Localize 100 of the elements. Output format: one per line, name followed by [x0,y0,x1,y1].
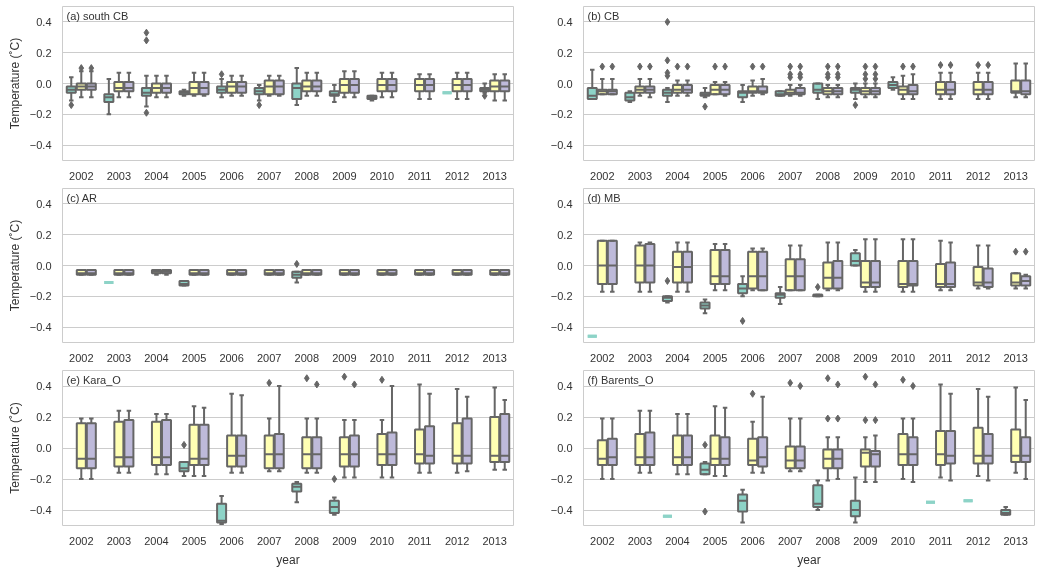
x-tick-label: 2003 [106,351,132,364]
y-tick-label: 0.2 [36,46,52,59]
x-tick-label: 2002 [69,534,94,547]
y-tick-label: −0.2 [29,108,52,121]
x-tick-label: 2008 [294,534,320,547]
y-tick-label: 0.2 [557,46,573,59]
y-tick-label: 0.2 [36,411,52,423]
x-tick-label: 2013 [482,169,507,182]
x-tick-label: 2010 [890,169,916,182]
y-tick-label: 0.0 [557,442,573,454]
y-tick-label: 0.4 [557,380,573,392]
y-tick-label: −0.2 [550,290,573,303]
y-axis-title: Temperature (˚C) [7,37,22,130]
x-tick-label: 2012 [444,169,470,182]
chart-title: (c) AR [66,191,98,204]
x-tick-label: 2012 [444,351,470,364]
x-tick-label: 2006 [740,534,765,547]
x-tick-label: 2004 [144,351,169,364]
y-tick-label: −0.4 [550,504,573,516]
x-tick-label: 2006 [740,169,765,182]
x-tick-label: 2011 [407,534,432,547]
x-tick-label: 2013 [1003,169,1028,182]
x-tick-label: 2002 [590,351,615,364]
y-tick-label: −0.2 [29,473,52,485]
x-tick-label: 2009 [332,351,357,364]
x-tick-label: 2005 [702,351,728,364]
y-tick-label: 0.4 [557,197,573,210]
x-tick-label: 2013 [482,534,507,547]
x-tick-label: 2009 [853,351,878,364]
y-tick-label: −0.4 [29,504,52,516]
y-tick-label: −0.4 [29,321,52,334]
x-tick-label: 2011 [407,169,432,182]
y-tick-label: −0.2 [550,108,573,121]
x-tick-label: 2007 [777,169,803,182]
chart-title: (f) Barents_O [587,374,654,386]
y-tick-label: 0.4 [36,380,52,392]
y-tick-label: 0.0 [36,442,52,454]
x-tick-label: 2007 [777,534,803,547]
y-tick-label: −0.4 [550,321,573,334]
x-axis-title: year [797,552,821,567]
x-tick-label: 2013 [1003,351,1028,364]
x-tick-label: 2006 [740,351,765,364]
x-tick-label: 2002 [69,351,94,364]
x-tick-label: 2007 [256,534,282,547]
x-tick-label: 2010 [890,351,916,364]
y-tick-label: −0.2 [29,290,52,303]
x-tick-label: 2011 [928,351,953,364]
x-tick-label: 2006 [219,534,244,547]
x-tick-label: 2008 [815,169,841,182]
x-tick-label: 2005 [702,534,728,547]
y-tick-label: 0.0 [557,259,573,272]
x-tick-label: 2010 [890,534,916,547]
x-tick-label: 2004 [144,169,169,182]
x-tick-label: 2012 [965,169,991,182]
x-tick-label: 2005 [181,534,207,547]
y-tick-label: −0.4 [550,139,573,152]
y-axis-title: Temperature (˚C) [7,219,22,312]
chart-title: (d) MB [587,191,621,204]
y-tick-label: 0.0 [36,77,52,90]
x-tick-label: 2003 [106,534,132,547]
y-tick-label: 0.2 [36,228,52,241]
x-tick-label: 2011 [928,169,953,182]
x-tick-label: 2008 [294,169,320,182]
y-tick-label: −0.4 [29,139,52,152]
y-tick-label: 0.4 [557,15,573,28]
x-tick-label: 2002 [69,169,94,182]
x-tick-label: 2004 [665,534,690,547]
x-tick-label: 2009 [853,534,878,547]
chart-title: (e) Kara_O [66,374,122,386]
x-tick-label: 2007 [256,169,282,182]
x-tick-label: 2002 [590,169,615,182]
x-tick-label: 2008 [815,534,841,547]
y-tick-label: −0.2 [550,473,573,485]
x-tick-label: 2010 [369,351,395,364]
x-tick-label: 2003 [627,169,653,182]
y-tick-label: 0.2 [557,228,573,241]
x-tick-label: 2013 [482,351,507,364]
x-tick-label: 2011 [928,534,953,547]
x-tick-label: 2009 [853,169,878,182]
chart-title: (b) CB [587,9,620,22]
x-tick-label: 2007 [777,351,803,364]
x-tick-label: 2005 [702,169,728,182]
chart-title: (a) south CB [66,9,129,22]
x-tick-label: 2004 [144,534,169,547]
x-tick-label: 2012 [965,534,991,547]
y-tick-label: 0.4 [36,15,52,28]
x-tick-label: 2008 [815,351,841,364]
y-tick-label: 0.0 [557,77,573,90]
x-tick-label: 2004 [665,351,690,364]
x-tick-label: 2010 [369,534,395,547]
x-tick-label: 2004 [665,169,690,182]
y-axis-title: Temperature (˚C) [7,402,22,494]
x-tick-label: 2008 [294,351,320,364]
y-tick-label: 0.2 [557,411,573,423]
y-tick-label: 0.0 [36,259,52,272]
x-tick-label: 2006 [219,351,244,364]
x-tick-label: 2013 [1003,534,1028,547]
x-tick-label: 2006 [219,169,244,182]
x-axis-title: year [276,552,300,567]
x-tick-label: 2002 [590,534,615,547]
